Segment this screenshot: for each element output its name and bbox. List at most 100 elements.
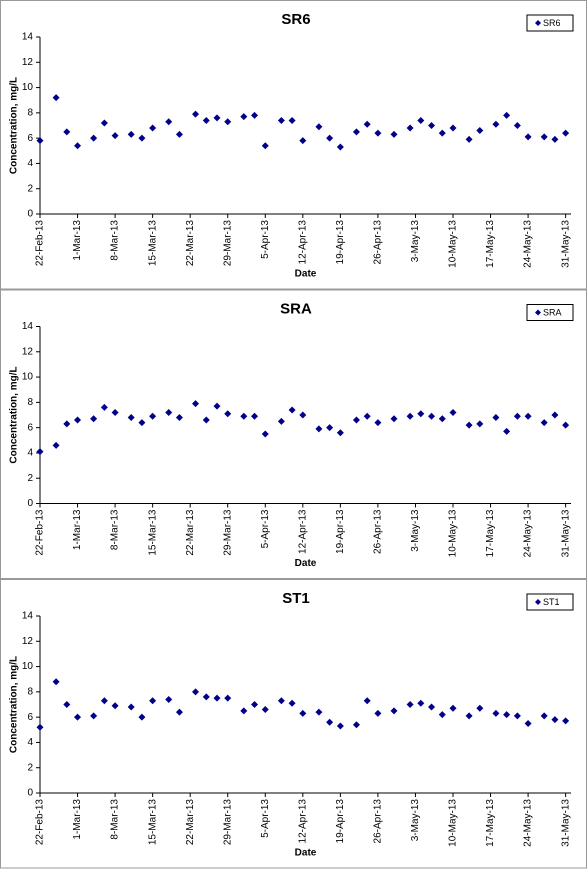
legend-label: SRA [543, 307, 562, 317]
data-point [465, 421, 473, 429]
data-point [52, 94, 60, 102]
data-point [562, 717, 570, 725]
data-point [562, 129, 570, 137]
legend-marker [535, 309, 541, 316]
data-point [417, 699, 425, 707]
data-point [175, 708, 183, 716]
x-tick-label: 3-May-13 [410, 509, 421, 552]
x-axis-label: Date [295, 848, 317, 859]
data-point [390, 415, 398, 423]
data-point [299, 411, 307, 419]
data-point [224, 118, 232, 126]
y-tick-label: 2 [27, 762, 33, 773]
data-point [503, 711, 511, 719]
y-axis-label: Concentration, mg/L [9, 656, 20, 753]
data-point [352, 128, 360, 136]
x-tick-label: 1-Mar-13 [72, 220, 83, 261]
y-tick-label: 0 [27, 788, 33, 799]
data-point [138, 419, 146, 427]
x-tick-label: 10-May-13 [448, 220, 459, 268]
y-tick-label: 8 [27, 686, 33, 697]
x-tick-label: 31-May-13 [560, 220, 571, 268]
data-point [540, 712, 548, 720]
y-tick-label: 14 [22, 321, 34, 332]
legend-label: SR6 [543, 18, 561, 28]
chart-panel: SRA 0 2 4 6 8 10 12 14 22-Feb-13 1-Mar-13 8-Mar-13 1… [0, 289, 587, 579]
data-point [192, 110, 200, 118]
data-point [551, 716, 559, 724]
legend: ST1 [526, 593, 574, 611]
x-tick-label: 15-Mar-13 [147, 220, 158, 267]
data-point [524, 719, 532, 727]
x-tick-label: 19-Apr-13 [335, 220, 346, 265]
y-tick-label: 12 [22, 57, 34, 68]
data-point [417, 116, 425, 124]
legend-box [526, 304, 574, 321]
legend-marker [535, 599, 541, 605]
y-tick-label: 6 [27, 133, 33, 144]
data-point [213, 694, 221, 702]
x-tick-label: 12-Apr-13 [297, 509, 308, 554]
x-tick-label: 8-Mar-13 [110, 220, 121, 261]
chart-title: SR6 [281, 11, 310, 28]
data-point [417, 410, 425, 418]
data-point [336, 429, 344, 437]
data-point [299, 137, 307, 145]
data-point [524, 133, 532, 141]
data-point [540, 419, 548, 427]
data-point [476, 704, 484, 712]
y-tick-label: 8 [27, 107, 33, 118]
legend-box [526, 593, 574, 611]
data-point [165, 408, 173, 416]
x-axis-label: Date [295, 269, 317, 280]
data-point [438, 415, 446, 423]
chart-title: ST1 [282, 590, 310, 607]
x-tick-label: 17-May-13 [485, 799, 496, 847]
data-point [492, 120, 500, 128]
panel-border [0, 0, 587, 290]
data-point [261, 430, 269, 438]
data-point [513, 122, 521, 129]
data-point [288, 116, 296, 124]
data-point [127, 703, 135, 711]
x-tick-label: 22-Mar-13 [185, 220, 196, 267]
x-tick-label: 29-Mar-13 [222, 799, 233, 846]
data-point [363, 697, 371, 705]
data-point [406, 412, 414, 420]
data-point [111, 408, 119, 416]
legend: SRA [526, 304, 574, 321]
data-point [138, 134, 146, 142]
data-point [449, 124, 457, 132]
y-tick-label: 10 [22, 82, 34, 93]
data-point [52, 678, 60, 686]
data-point [352, 416, 360, 424]
data-point [127, 130, 135, 138]
data-point [336, 143, 344, 151]
data-point [540, 133, 548, 141]
data-point [100, 697, 108, 705]
data-point [562, 421, 570, 429]
y-tick-label: 6 [27, 422, 33, 433]
y-tick-label: 8 [27, 397, 33, 408]
x-tick-label: 24-May-13 [523, 509, 534, 557]
y-tick-label: 10 [22, 661, 34, 672]
y-tick-label: 0 [27, 209, 33, 220]
data-point [336, 722, 344, 730]
x-tick-label: 22-Mar-13 [185, 799, 196, 846]
data-point [165, 118, 173, 126]
data-point [175, 414, 183, 422]
data-point [127, 414, 135, 422]
data-point [315, 425, 323, 433]
x-tick-label: 10-May-13 [448, 509, 459, 557]
data-point [111, 702, 119, 710]
data-point [240, 113, 248, 121]
panel-border [0, 579, 587, 869]
data-point [438, 129, 446, 137]
data-point [90, 415, 98, 423]
data-point [449, 704, 457, 712]
x-tick-label: 5-Apr-13 [260, 799, 271, 838]
x-tick-label: 3-May-13 [410, 799, 421, 842]
data-point [390, 707, 398, 715]
data-point [52, 441, 60, 449]
